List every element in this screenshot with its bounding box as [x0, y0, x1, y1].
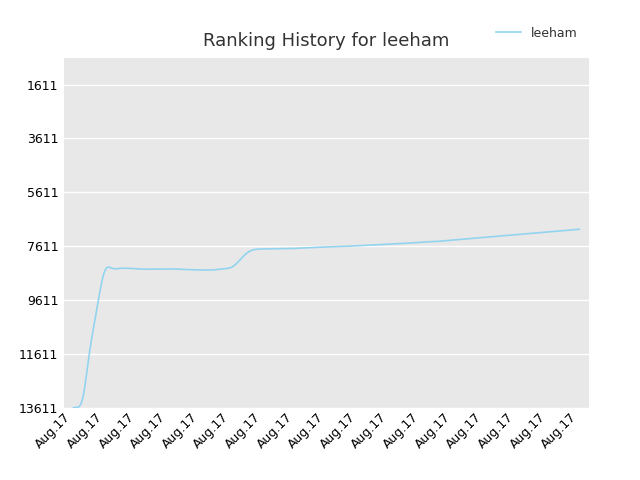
leeham	[70, 405, 77, 410]
leeham	[313, 244, 321, 250]
leeham	[563, 228, 571, 233]
Line: leeham: leeham	[74, 229, 579, 408]
Legend: leeham: leeham	[491, 22, 582, 45]
leeham	[575, 227, 583, 232]
Title: Ranking History for leeham: Ranking History for leeham	[204, 33, 449, 50]
leeham	[371, 242, 378, 248]
leeham	[310, 245, 317, 251]
leeham	[484, 234, 492, 240]
leeham	[343, 243, 351, 249]
